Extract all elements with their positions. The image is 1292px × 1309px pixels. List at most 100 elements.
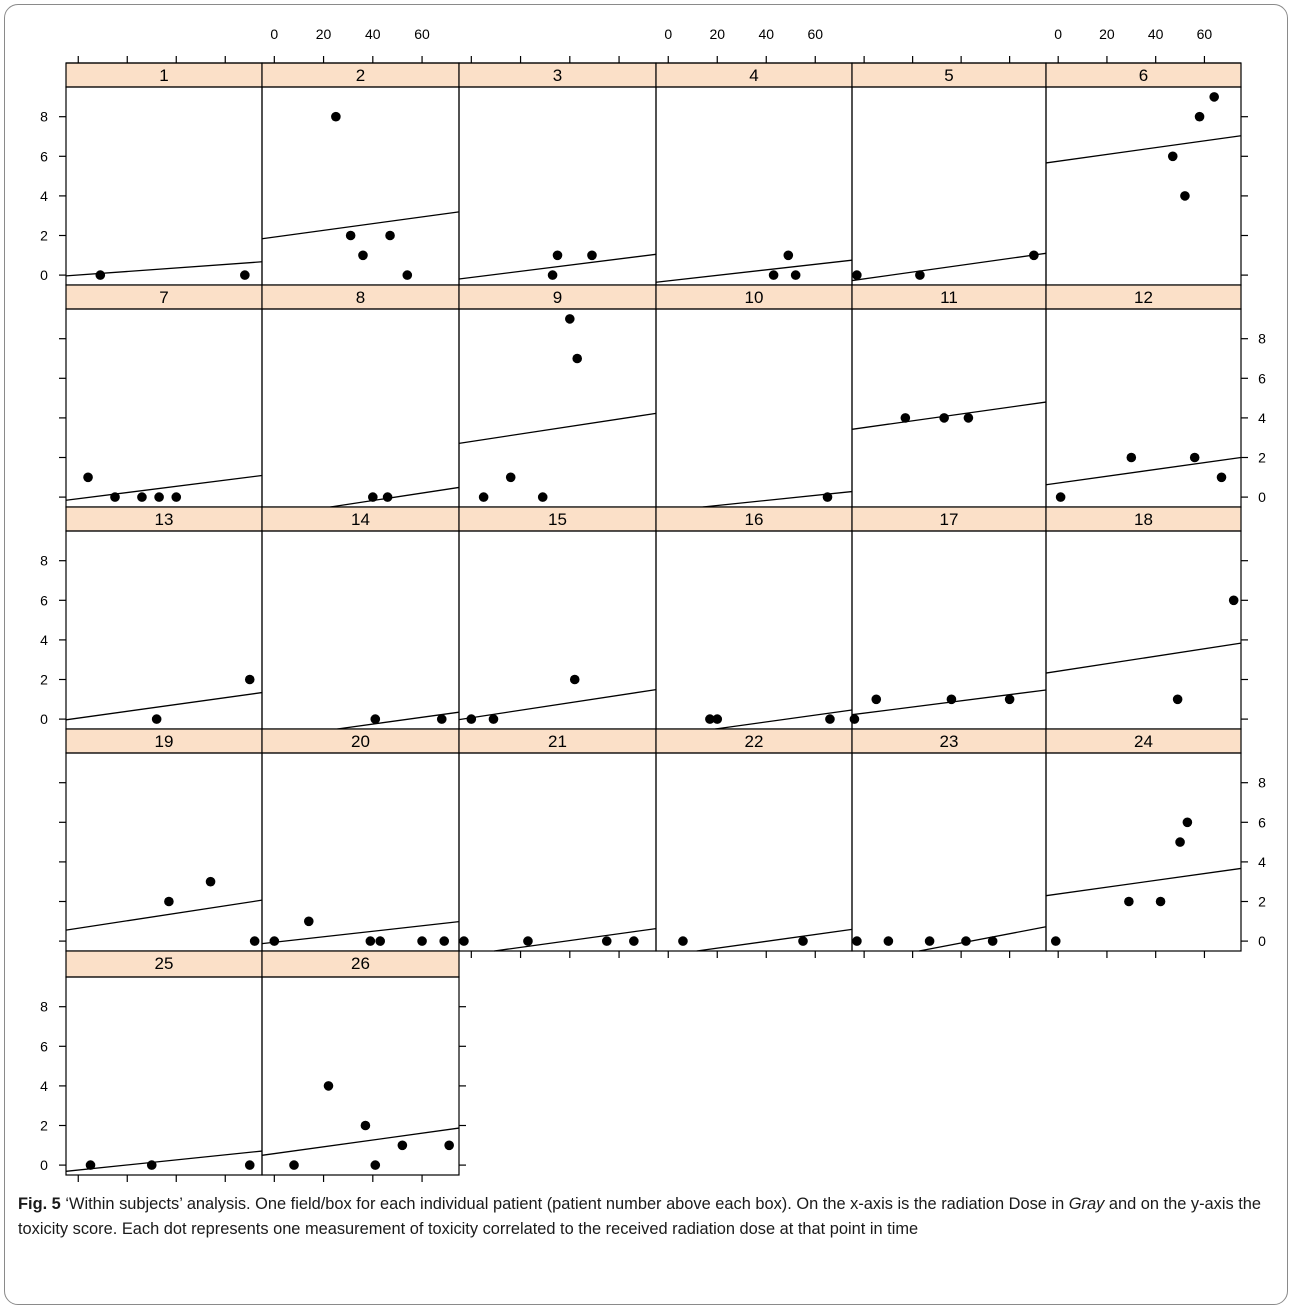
x-tick-label: 60 bbox=[414, 26, 430, 42]
x-tick-label: 60 bbox=[217, 1189, 233, 1190]
panel-20-point bbox=[365, 936, 376, 946]
panel-13-fit-line bbox=[65, 691, 263, 721]
panel-12-strip-label: 12 bbox=[1134, 288, 1153, 307]
panel-8-point bbox=[368, 492, 378, 502]
panel-21-point bbox=[601, 936, 612, 946]
y-tick-label: 2 bbox=[40, 672, 48, 688]
panel-3-point bbox=[587, 250, 597, 261]
panel-11-fit-line bbox=[851, 401, 1047, 430]
panel-23-strip-label: 23 bbox=[940, 732, 959, 751]
panel-17-point bbox=[849, 714, 860, 724]
panel-26-point bbox=[360, 1120, 371, 1131]
panel-2-point bbox=[402, 270, 413, 280]
panel-5-point bbox=[915, 270, 925, 280]
panel-13-strip bbox=[65, 506, 263, 532]
y-tick-label: 6 bbox=[40, 592, 48, 608]
x-tick-label: 0 bbox=[270, 26, 278, 42]
panel-23-box bbox=[851, 752, 1047, 952]
panel-24-point bbox=[1124, 896, 1134, 907]
y-tick-label: 0 bbox=[40, 1157, 48, 1173]
panel-10-strip-label: 10 bbox=[745, 288, 764, 307]
panel-26-strip bbox=[261, 950, 460, 978]
panel-22-box bbox=[655, 752, 853, 952]
panel-7-point bbox=[110, 492, 120, 502]
panel-17-strip bbox=[851, 506, 1047, 532]
panel-6-box bbox=[1045, 86, 1242, 286]
panel-12-strip bbox=[1045, 284, 1242, 310]
y-tick-label: 0 bbox=[40, 711, 48, 727]
panel-2-point bbox=[331, 111, 341, 122]
x-tick-label: 60 bbox=[1197, 26, 1213, 42]
panel-7-point bbox=[137, 492, 147, 502]
x-tick-label: 40 bbox=[758, 26, 774, 42]
panel-23-fit-line bbox=[918, 926, 1047, 952]
panel-16-point bbox=[825, 714, 835, 724]
panel-17-point bbox=[946, 694, 957, 705]
panel-15-point bbox=[569, 674, 580, 685]
y-tick-label: 2 bbox=[40, 228, 48, 244]
figure-label: Fig. 5 bbox=[18, 1195, 61, 1213]
panel-20-point bbox=[303, 916, 314, 927]
panel-2-point bbox=[345, 230, 356, 241]
panel-22-point bbox=[678, 936, 688, 946]
panel-10-point bbox=[822, 492, 833, 502]
panel-7-point bbox=[83, 472, 93, 483]
panel-24-point bbox=[1050, 936, 1061, 946]
y-tick-label: 8 bbox=[40, 999, 48, 1015]
panel-6-point bbox=[1209, 92, 1219, 102]
x-tick-label: 20 bbox=[709, 26, 725, 42]
panel-7-point bbox=[154, 492, 164, 502]
panel-19-point bbox=[164, 896, 174, 907]
x-tick-label: 40 bbox=[168, 1189, 184, 1190]
y-tick-label: 0 bbox=[1258, 933, 1266, 949]
panel-13-point bbox=[151, 714, 162, 724]
panel-16-fit-line bbox=[715, 709, 853, 730]
panel-15-point bbox=[488, 714, 499, 724]
panel-26-point bbox=[323, 1081, 334, 1091]
figure-frame bbox=[4, 4, 1288, 1305]
y-tick-label: 4 bbox=[40, 632, 48, 648]
panel-9-point bbox=[572, 353, 582, 364]
panel-12-point bbox=[1126, 452, 1137, 463]
panel-5-point bbox=[1029, 250, 1039, 261]
panel-1-fit-line bbox=[65, 261, 263, 277]
panel-24-point bbox=[1175, 837, 1185, 847]
panel-20-point bbox=[417, 936, 427, 946]
y-tick-label: 2 bbox=[1258, 894, 1266, 910]
panel-11-strip-label: 11 bbox=[940, 288, 958, 307]
panel-26-strip-label: 26 bbox=[351, 954, 370, 973]
panel-24-fit-line bbox=[1045, 867, 1242, 897]
panel-22-strip-label: 22 bbox=[745, 732, 764, 751]
y-tick-label: 2 bbox=[40, 1118, 48, 1134]
panel-6-point bbox=[1167, 151, 1178, 162]
panel-8-strip-label: 8 bbox=[356, 288, 365, 307]
x-tick-label: 60 bbox=[807, 26, 823, 42]
panel-17-point bbox=[871, 694, 882, 705]
panel-20-strip bbox=[261, 728, 460, 754]
panel-2-point bbox=[385, 230, 395, 241]
y-tick-label: 8 bbox=[40, 109, 48, 125]
panel-12-point bbox=[1189, 452, 1200, 463]
panel-17-strip-label: 17 bbox=[940, 510, 959, 529]
x-tick-label: 0 bbox=[664, 26, 672, 42]
panel-20-strip-label: 20 bbox=[351, 732, 370, 751]
panel-7-strip-label: 7 bbox=[159, 288, 168, 307]
panel-21-point bbox=[459, 936, 469, 946]
panel-21-point bbox=[629, 936, 639, 946]
panel-6-point bbox=[1194, 111, 1205, 122]
y-tick-label: 6 bbox=[1258, 370, 1266, 386]
x-tick-label: 0 bbox=[74, 1189, 82, 1190]
panel-3-point bbox=[552, 250, 563, 261]
panel-24-strip bbox=[1045, 728, 1242, 754]
panel-5-box bbox=[851, 86, 1047, 286]
panel-24-box bbox=[1045, 752, 1242, 952]
panel-20-box bbox=[261, 752, 460, 952]
panel-26-box bbox=[261, 976, 460, 1176]
caption-italic-unit: Gray bbox=[1068, 1195, 1105, 1213]
panel-16-point bbox=[705, 714, 715, 724]
panel-8-box bbox=[261, 308, 460, 508]
panel-14-fit-line bbox=[337, 711, 460, 730]
panel-9-point bbox=[505, 472, 516, 483]
panel-5-strip-label: 5 bbox=[944, 66, 953, 85]
